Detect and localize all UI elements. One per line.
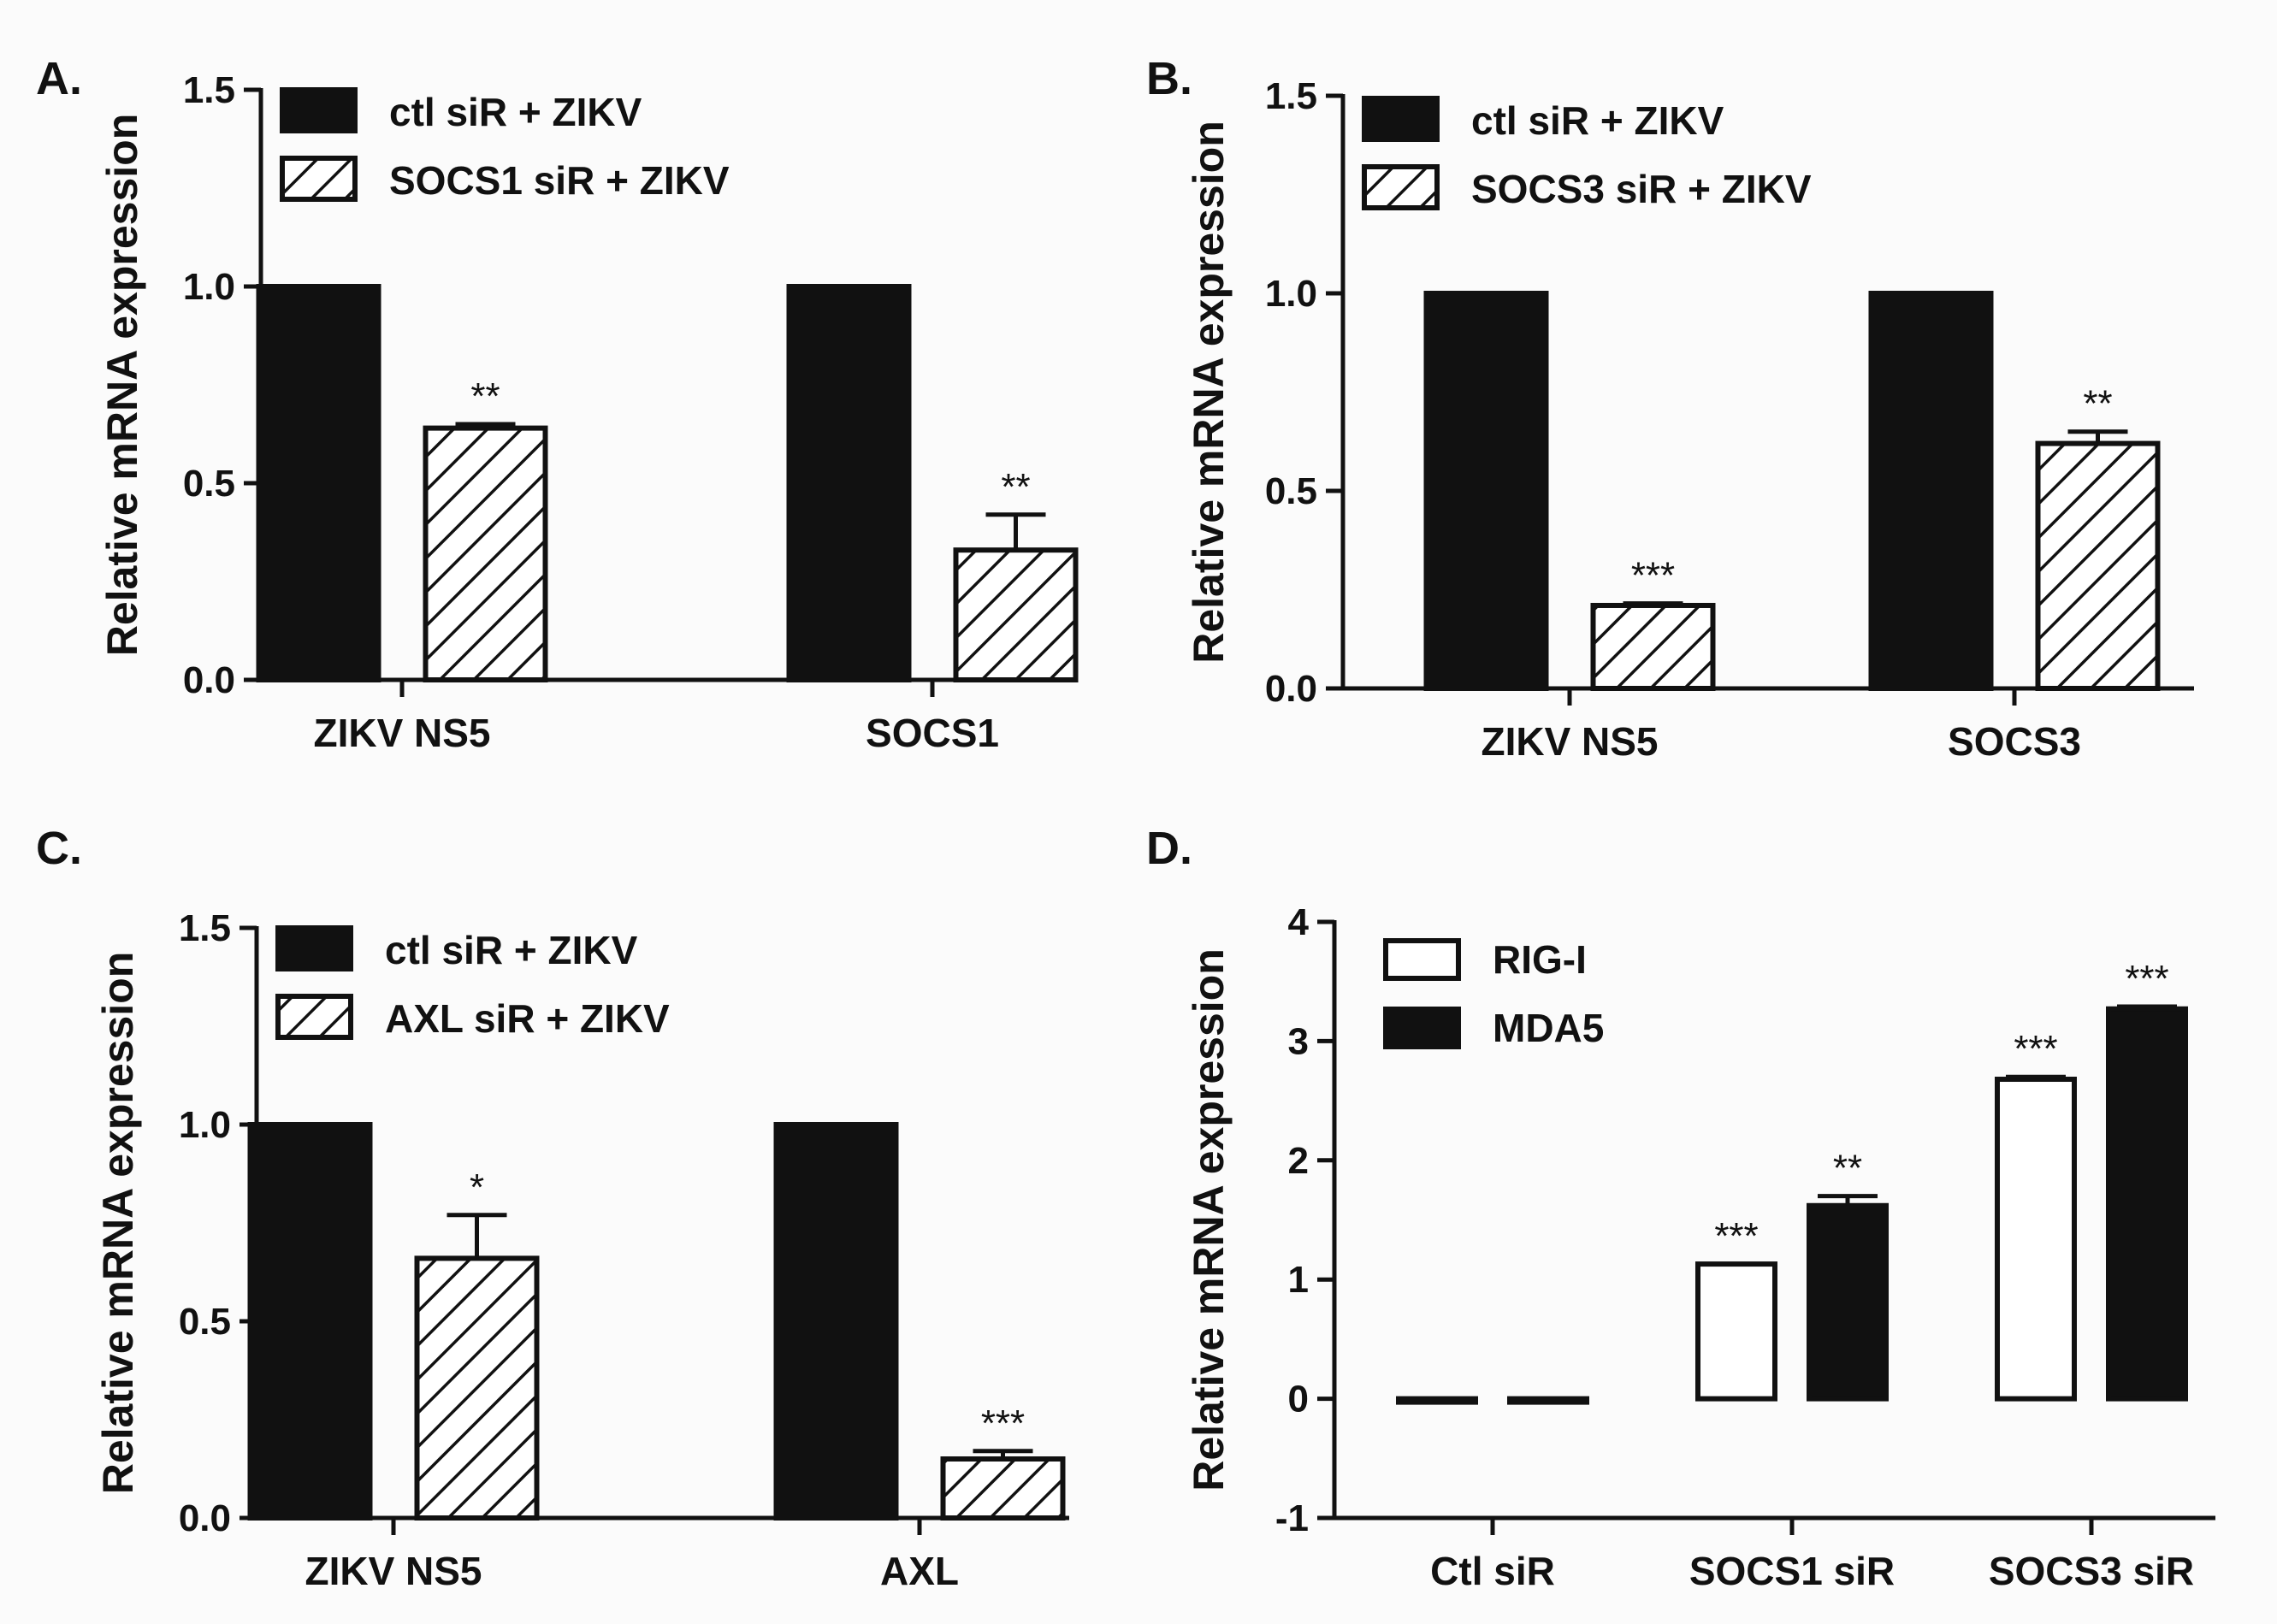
bar-ctl-sir-zikv-zikv-ns5 [256,284,381,682]
legend-swatch [1362,96,1440,142]
chart-panel-b: B. Relative mRNA expression 0.0 0.5 1.0 1.5 ZI… [1146,53,2194,764]
y-tick-label: 0.0 [1265,668,1317,710]
bar-ctl-sir-zikv-socs1 [786,284,912,682]
legend-label: ctl siR + ZIKV [1471,98,1724,143]
x-tick-label: AXL [880,1549,959,1593]
y-tick-label: 0.5 [183,463,235,505]
legend-swatch [280,87,358,133]
significance-label: *** [1631,555,1675,597]
chart-panel-d: D. Relative mRNA expression -1 0 1 2 3 4 Ctl siR… [1146,823,2215,1593]
legend-swatch [280,156,358,202]
chart-panel-a: A. Relative mRNA expression 0.0 0.5 1.0 1.5 ZI… [36,53,1079,755]
legend-swatch [275,925,353,971]
y-tick-label: 0.0 [179,1497,231,1539]
y-tick-label: 1 [1288,1259,1309,1301]
legend-swatch [1362,164,1440,210]
x-tick-label: SOCS3 [1948,719,2081,764]
bar-axl-sir-zikv-zikv-ns5 [414,1255,540,1521]
legend-swatch [1383,938,1461,981]
significance-label: ** [1001,466,1030,508]
bar-socs3-sir-zikv-socs3 [2035,440,2161,691]
legend-label: MDA5 [1493,1006,1604,1050]
y-tick-label: 0.0 [183,659,235,701]
bar-rig-i-ctl-sir [1396,1396,1478,1405]
y-tick-label: -1 [1275,1497,1309,1539]
bar-ctl-sir-zikv-axl [773,1122,899,1521]
panel-label: B. [1146,53,1192,104]
significance-label: *** [2125,958,2168,1000]
significance-label: *** [2014,1028,2057,1070]
legend-label: SOCS3 siR + ZIKV [1471,167,1812,211]
bar-mda5-socs3-sir [2106,1006,2188,1402]
y-tick-label: 1.5 [179,907,231,949]
bar-rig-i-socs3-sir [1995,1077,2077,1402]
y-tick-label: 0 [1288,1379,1309,1420]
panel-label: C. [36,823,82,874]
x-tick-label: ZIKV NS5 [1481,719,1658,764]
y-tick-label: 1.5 [183,69,235,111]
bar-socs1-sir-zikv-socs1 [953,547,1079,683]
significance-label: * [470,1166,484,1208]
bar-ctl-sir-zikv-zikv-ns5 [1423,291,1549,691]
panel-label: A. [36,53,82,104]
x-tick-label: SOCS3 siR [1989,1549,2194,1593]
y-tick-label: 1.0 [1265,273,1317,315]
bar-socs3-sir-zikv-zikv-ns5 [1590,602,1716,691]
y-tick-label: 1.0 [183,266,235,308]
x-tick-label: ZIKV NS5 [313,711,490,755]
legend-swatch [1383,1007,1461,1049]
bar-mda5-ctl-sir [1507,1396,1589,1405]
y-tick-label: 3 [1288,1020,1309,1062]
y-axis-label: Relative mRNA expression [98,114,146,657]
y-axis-label: Relative mRNA expression [94,952,142,1495]
legend-label: ctl siR + ZIKV [385,928,638,972]
significance-label: *** [981,1403,1025,1444]
x-tick-label: SOCS1 siR [1689,1549,1895,1593]
x-tick-label: ZIKV NS5 [305,1549,482,1593]
bar-ctl-sir-zikv-zikv-ns5 [247,1122,373,1521]
legend-label: ctl siR + ZIKV [389,90,642,134]
bar-socs1-sir-zikv-zikv-ns5 [423,425,548,682]
y-tick-label: 4 [1288,901,1310,943]
bar-rig-i-socs1-sir [1695,1261,1777,1402]
legend-label: AXL siR + ZIKV [385,996,670,1041]
bar-axl-sir-zikv-axl [940,1456,1066,1521]
bar-ctl-sir-zikv-socs3 [1868,291,1994,691]
significance-label: ** [1833,1148,1862,1190]
y-axis-label: Relative mRNA expression [1185,948,1233,1491]
legend-swatch [275,994,353,1040]
significance-label: *** [1714,1215,1758,1257]
y-tick-label: 1.0 [179,1104,231,1146]
significance-label: ** [470,375,500,417]
x-tick-label: SOCS1 [866,711,999,755]
y-tick-label: 2 [1288,1140,1309,1182]
bar-mda5-socs1-sir [1807,1202,1889,1402]
x-tick-label: Ctl siR [1430,1549,1555,1593]
significance-label: ** [2083,383,2112,425]
y-axis-label: Relative mRNA expression [1185,121,1233,664]
y-tick-label: 1.5 [1265,75,1317,117]
panel-label: D. [1146,823,1192,874]
legend-label: SOCS1 siR + ZIKV [389,158,730,203]
y-tick-label: 0.5 [179,1301,231,1343]
y-tick-label: 0.5 [1265,470,1317,512]
chart-panel-c: C. Relative mRNA expression 0.0 0.5 1.0 1.5 ZI… [36,823,1069,1593]
legend-label: RIG-I [1493,937,1587,982]
